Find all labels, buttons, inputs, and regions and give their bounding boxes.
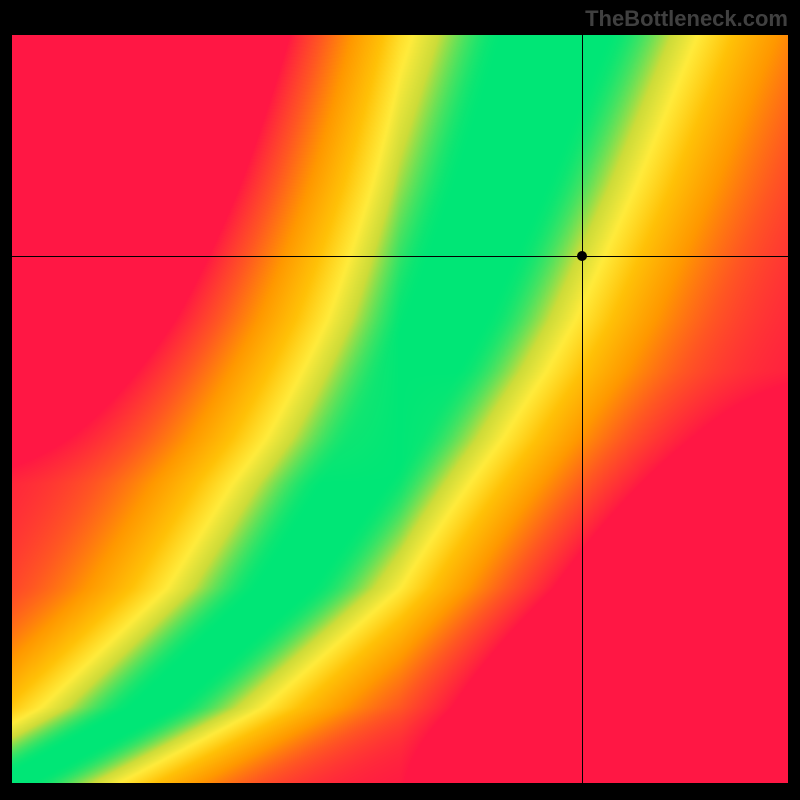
watermark-text: TheBottleneck.com: [585, 6, 788, 32]
bottleneck-heatmap: [12, 35, 788, 783]
crosshair-horizontal: [12, 256, 788, 257]
crosshair-vertical: [582, 35, 583, 783]
marker-dot: [577, 251, 587, 261]
heatmap-canvas: [12, 35, 788, 783]
